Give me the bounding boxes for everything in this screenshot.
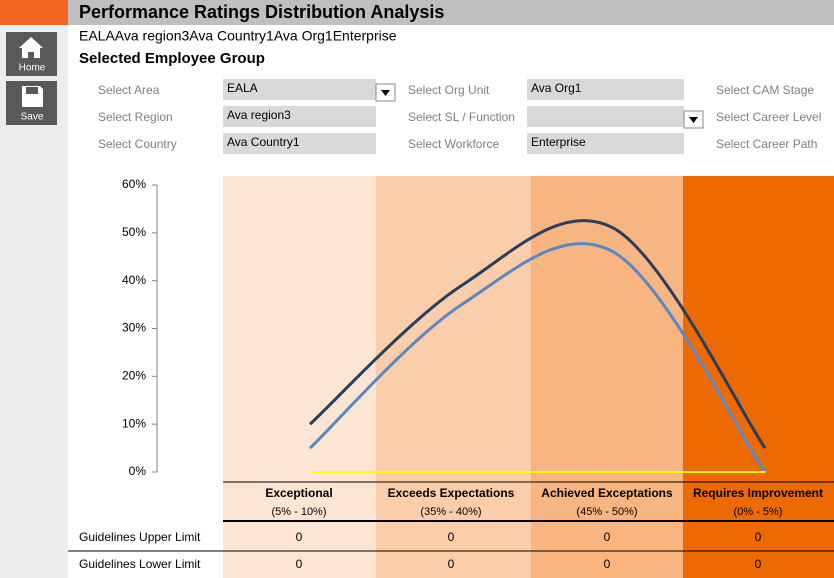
category-range: (45% - 50%) (576, 506, 637, 518)
category-label: Achieved Exceptations (541, 486, 673, 500)
filter-label: Select Country (98, 137, 177, 151)
category-label: Exceptional (265, 486, 332, 500)
series-line (308, 219, 767, 449)
filter-label: Select Area (98, 83, 160, 97)
table-cell: 0 (604, 530, 611, 544)
filter-box[interactable] (527, 79, 684, 100)
table-cell: 0 (448, 557, 455, 571)
category-range: (35% - 40%) (420, 506, 481, 518)
category-range: (0% - 5%) (734, 506, 783, 518)
category-band (376, 176, 531, 578)
sidebar-accent (0, 0, 68, 25)
y-tick-label: 60% (122, 177, 146, 191)
home-icon (19, 37, 43, 58)
filter-value: Enterprise (531, 135, 586, 149)
filter-label: Select Org Unit (408, 83, 490, 97)
filter-label: Select Career Path (716, 137, 817, 151)
y-tick-label: 30% (122, 321, 146, 335)
table-cell: 0 (755, 557, 762, 571)
y-tick-label: 0% (129, 464, 147, 478)
dropdown-arrow (689, 117, 698, 123)
filter-value: Ava Org1 (531, 81, 582, 95)
filter-box[interactable] (527, 133, 684, 154)
table-cell: 0 (604, 557, 611, 571)
save-icon-detail (26, 87, 38, 94)
category-range: (5% - 10%) (271, 506, 326, 518)
table-cell: 0 (296, 530, 303, 544)
category-label: Exceeds Expectations (388, 486, 515, 500)
filter-value: Ava Country1 (227, 135, 300, 149)
group-heading: Selected Employee Group (79, 50, 265, 67)
series-line (308, 242, 767, 473)
page-title: Performance Ratings Distribution Analysi… (79, 2, 444, 22)
filter-label: Select Region (98, 110, 173, 124)
filter-label: Select SL / Function (408, 110, 515, 124)
title-bar (68, 0, 834, 25)
y-tick-label: 50% (122, 225, 146, 239)
filter-box[interactable] (223, 133, 376, 154)
filter-box[interactable] (527, 106, 684, 127)
filter-value: EALA (227, 81, 258, 95)
save-button[interactable]: Save (6, 81, 57, 125)
filter-label: Select Career Level (716, 110, 821, 124)
table-cell: 0 (296, 557, 303, 571)
filter-label: Select Workforce (408, 137, 499, 151)
row-label: Guidelines Lower Limit (79, 557, 201, 571)
filter-box[interactable] (223, 79, 376, 100)
row-label: Guidelines Upper Limit (79, 530, 201, 544)
button-label: Save (21, 112, 44, 123)
button-label: Home (19, 63, 46, 74)
dropdown-arrow (381, 90, 390, 96)
table-cell: 0 (755, 530, 762, 544)
category-band (531, 176, 683, 578)
filter-label: Select CAM Stage (716, 83, 814, 97)
category-label: Requires Improvement (693, 486, 823, 500)
selection-summary: EALAAva region3Ava Country1Ava Org1Enter… (79, 28, 397, 44)
y-tick-label: 10% (122, 416, 146, 430)
home-button[interactable]: Home (6, 32, 57, 76)
category-band (223, 176, 376, 578)
filter-value: Ava region3 (227, 108, 291, 122)
y-tick-label: 20% (122, 369, 146, 383)
y-tick-label: 40% (122, 273, 146, 287)
filter-box[interactable] (223, 106, 376, 127)
table-cell: 0 (448, 530, 455, 544)
